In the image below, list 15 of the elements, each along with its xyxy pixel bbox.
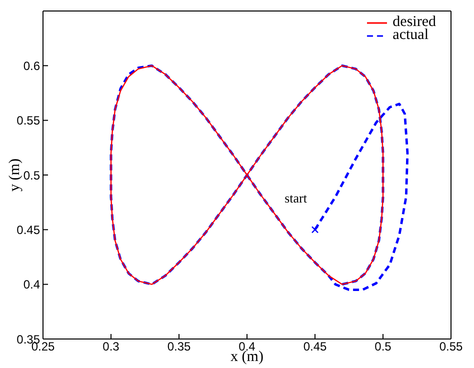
x-tick-label: 0.35 [167,340,191,354]
x-tick-label: 0.3 [102,340,120,354]
legend-label: actual [392,27,428,43]
y-tick-label: 0.5 [23,168,40,182]
x-axis-title: x (m) [230,349,264,365]
legend-label: desired [392,14,436,30]
y-tick-label: 0.4 [23,278,40,292]
annotation: start [284,190,308,206]
y-tick-label: 0.55 [16,114,40,128]
y-tick-label: 0.45 [16,222,40,237]
x-tick-label: 0.55 [439,340,463,354]
x-tick-label: 0.5 [374,340,392,354]
x-tick-label: 0.45 [303,340,327,354]
y-tick-label: 0.6 [23,58,40,73]
y-axis-title: y (m) [7,158,23,192]
